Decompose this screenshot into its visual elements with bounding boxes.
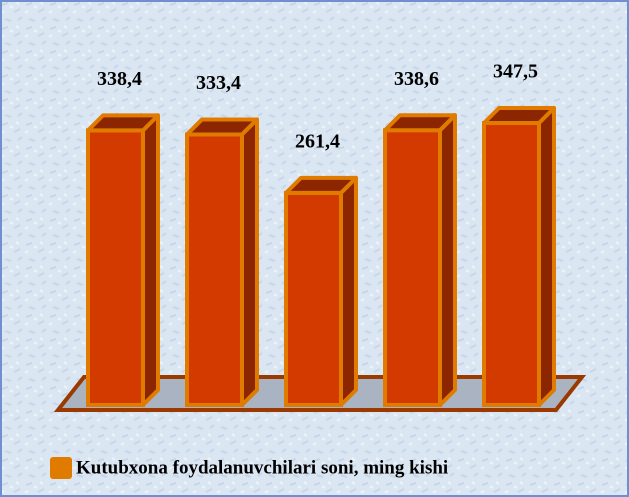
value-label: 261,4 (295, 130, 340, 152)
bar (86, 128, 145, 408)
bar-top (383, 113, 457, 133)
legend-swatch (50, 457, 72, 479)
legend-label: Kutubxona foydalanuvchilari soni, ming k… (76, 457, 448, 478)
bar (482, 121, 541, 407)
bar (284, 190, 343, 407)
bar-side (537, 106, 556, 407)
value-label: 338,4 (97, 68, 142, 90)
bar-top (86, 113, 160, 133)
bar (185, 132, 244, 408)
bars (86, 106, 556, 408)
bar (383, 128, 442, 407)
bar-top (482, 106, 556, 125)
bar-side (438, 113, 457, 407)
bar-side (339, 175, 358, 407)
bar-top (185, 117, 259, 137)
value-label: 333,4 (196, 72, 241, 94)
bar-top (284, 175, 358, 195)
bar-side (141, 113, 160, 407)
value-label: 338,6 (394, 68, 439, 90)
value-label: 347,5 (493, 61, 538, 83)
bar-side (240, 117, 259, 407)
